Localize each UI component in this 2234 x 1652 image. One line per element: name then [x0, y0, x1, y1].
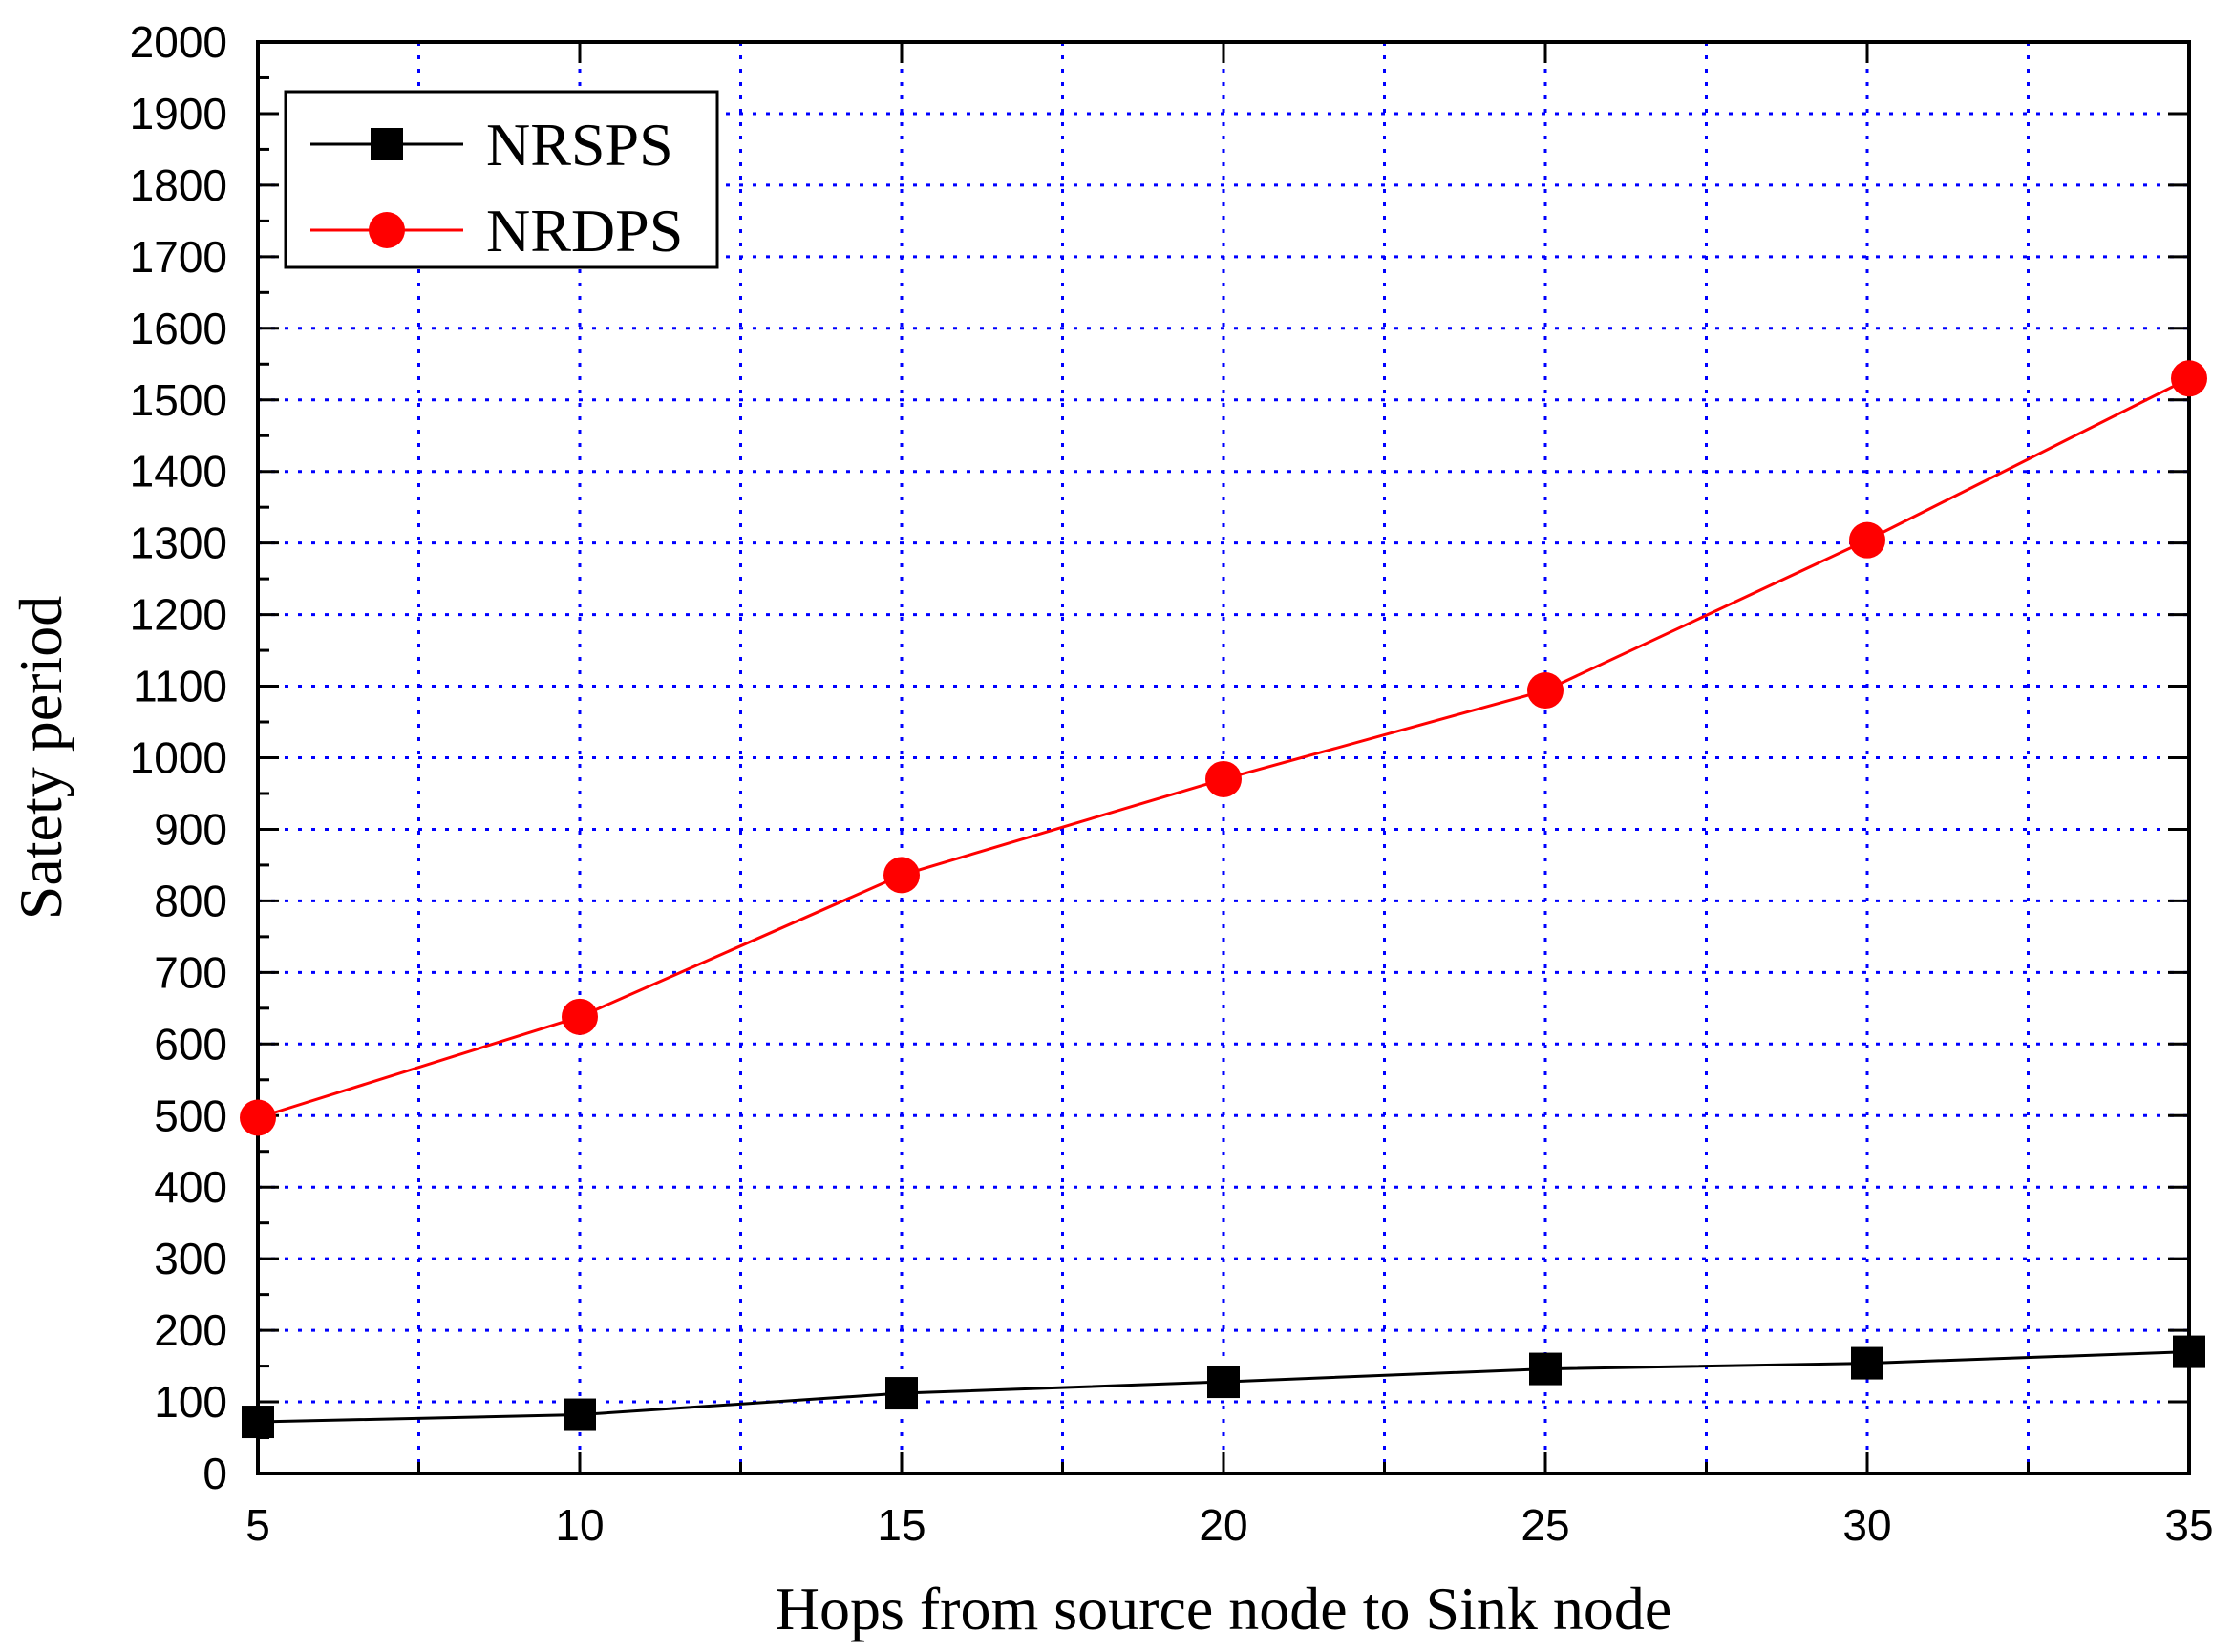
legend-label-nrdps: NRDPS	[486, 197, 683, 265]
y-tick-label: 1200	[130, 590, 227, 640]
data-point-nrsps	[564, 1398, 596, 1431]
legend-marker-nrsps	[371, 128, 403, 160]
y-tick-label: 1700	[130, 232, 227, 282]
y-tick-label: 1400	[130, 447, 227, 497]
data-point-nrdps	[2171, 360, 2207, 397]
y-tick-label: 700	[154, 947, 227, 997]
x-tick-label: 20	[1199, 1500, 1247, 1550]
x-tick-label: 35	[2164, 1500, 2213, 1550]
legend-label-nrsps: NRSPS	[486, 111, 673, 179]
y-tick-label: 2000	[130, 17, 227, 67]
data-point-nrdps	[240, 1099, 276, 1136]
y-tick-label: 1500	[130, 375, 227, 425]
data-point-nrdps	[1849, 521, 1885, 559]
x-tick-label: 15	[877, 1500, 926, 1550]
y-tick-label: 1100	[133, 662, 227, 711]
y-tick-label: 300	[154, 1234, 227, 1283]
y-tick-label: 100	[154, 1377, 227, 1427]
y-tick-label: 600	[154, 1019, 227, 1069]
x-axis-title: Hops from source node to Sink node	[776, 1575, 1672, 1642]
data-point-nrsps	[2173, 1335, 2205, 1368]
legend-box	[284, 90, 719, 269]
y-tick-label: 1900	[130, 89, 227, 138]
axis-ticks: 5 10 15 20 25 30 35 0 100 200 300 400 500 600 700 800 90…	[130, 17, 2214, 1550]
y-tick-label: 500	[154, 1091, 227, 1140]
data-point-nrsps	[885, 1377, 918, 1410]
y-tick-label: 1800	[130, 160, 227, 210]
x-tick-label: 25	[1521, 1500, 1569, 1550]
data-point-nrsps	[1851, 1346, 1883, 1380]
y-axis-title: Satety period	[7, 596, 74, 920]
y-tick-label: 1600	[130, 304, 227, 353]
legend-marker-nrdps	[369, 212, 405, 248]
y-tick-label: 1000	[130, 733, 227, 783]
y-tick-label: 1300	[130, 519, 227, 568]
data-point-nrsps	[242, 1406, 274, 1439]
grid-lines	[258, 42, 2189, 1473]
y-tick-label: 900	[154, 804, 227, 854]
data-point-nrdps	[883, 857, 920, 894]
data-point-nrdps	[1527, 672, 1564, 710]
x-tick-label: 30	[1842, 1500, 1891, 1550]
y-tick-label: 800	[154, 876, 227, 925]
data-point-nrsps	[1529, 1352, 1562, 1386]
data-point-nrdps	[562, 998, 598, 1035]
y-tick-label: 0	[202, 1449, 227, 1498]
legend: NRSPS NRDPS	[284, 90, 719, 269]
data-markers	[240, 360, 2207, 1439]
y-tick-label: 400	[154, 1162, 227, 1212]
data-point-nrsps	[1207, 1366, 1240, 1399]
data-point-nrdps	[1205, 760, 1242, 797]
x-tick-label: 10	[555, 1500, 604, 1550]
y-tick-label: 200	[154, 1305, 227, 1355]
x-tick-label: 5	[245, 1500, 270, 1550]
